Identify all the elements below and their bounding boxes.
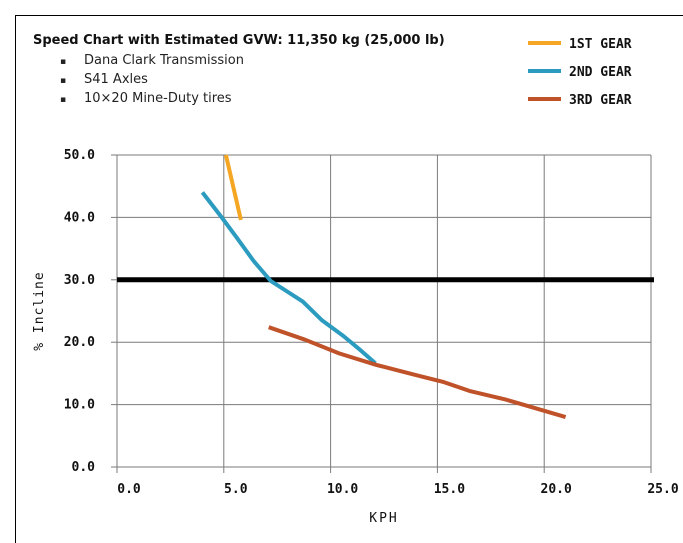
y-tick-label: 40.0 bbox=[64, 210, 95, 225]
y-tick-label: 20.0 bbox=[64, 335, 95, 350]
series-line-1st-gear bbox=[223, 154, 243, 221]
legend: 1ST GEAR 2ND GEAR 3RD GEAR bbox=[528, 37, 632, 108]
note-tires: 10×20 Mine-Duty tires bbox=[60, 89, 244, 108]
legend-label-3rd-gear: 3RD GEAR bbox=[569, 93, 632, 108]
x-tick-label: 25.0 bbox=[647, 482, 678, 497]
series-group bbox=[200, 154, 567, 420]
x-tick-label: 10.0 bbox=[327, 482, 358, 497]
legend-label-2nd-gear: 2ND GEAR bbox=[569, 65, 632, 80]
grid bbox=[117, 154, 652, 467]
y-tick-label: 50.0 bbox=[64, 148, 95, 163]
x-tick-label: 15.0 bbox=[434, 482, 465, 497]
y-tick-label: 0.0 bbox=[72, 460, 96, 475]
note-axles: S41 Axles bbox=[60, 70, 244, 89]
chart-title: Speed Chart with Estimated GVW: 11,350 k… bbox=[33, 33, 445, 48]
note-transmission: Dana Clark Transmission bbox=[60, 51, 244, 70]
x-axis-title: KPH bbox=[369, 511, 398, 526]
x-tick-label: 5.0 bbox=[224, 482, 248, 497]
y-axis-title: % Incline bbox=[32, 271, 47, 350]
y-tick-label: 30.0 bbox=[64, 273, 95, 288]
chart-notes: Dana Clark Transmission S41 Axles 10×20 … bbox=[60, 51, 244, 108]
y-tick-label: 10.0 bbox=[64, 398, 95, 413]
series-line-3rd-gear bbox=[268, 325, 567, 420]
legend-label-1st-gear: 1ST GEAR bbox=[569, 37, 632, 52]
axes: 0.0 10.0 20.0 30.0 40.0 50.0 0.0 5.0 10.0 15.0 20.… bbox=[64, 148, 679, 497]
x-tick-label: 0.0 bbox=[117, 482, 141, 497]
series-line-2nd-gear bbox=[200, 191, 377, 365]
chart-frame bbox=[15, 15, 683, 543]
x-tick-label: 20.0 bbox=[541, 482, 572, 497]
